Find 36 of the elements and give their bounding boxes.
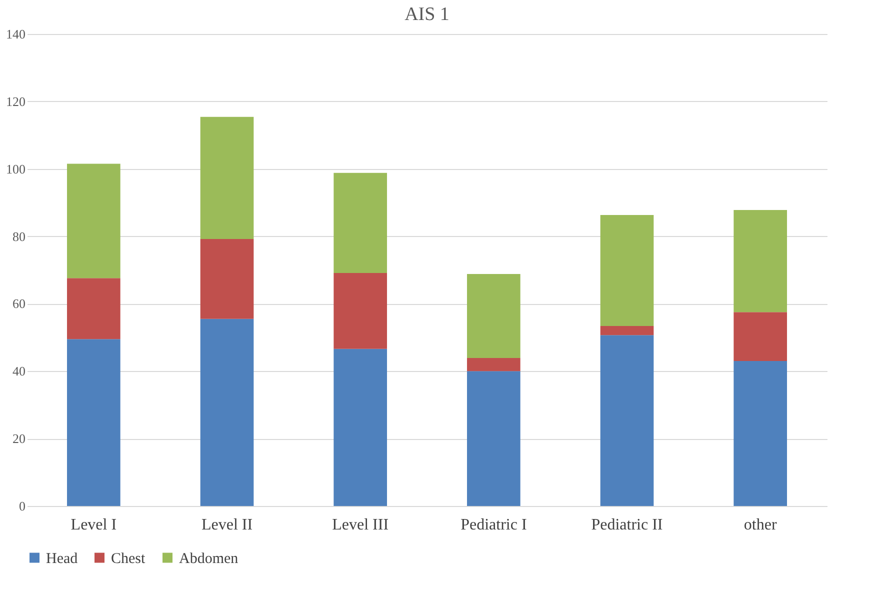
y-tick-label: 140	[6, 26, 26, 42]
bar	[200, 116, 254, 239]
legend-label: Head	[46, 550, 78, 567]
x-tick-label: Level III	[332, 516, 389, 534]
bar	[200, 238, 254, 319]
y-tick-label: 60	[12, 296, 26, 312]
legend-label: Abdomen	[179, 550, 239, 567]
bar	[467, 371, 520, 506]
chart-title: AIS 1	[404, 4, 450, 25]
bar	[734, 312, 787, 362]
y-tick-label: 100	[6, 161, 26, 176]
bar	[67, 164, 120, 278]
x-tick-label: Pediatric I	[460, 516, 527, 534]
bar	[67, 339, 120, 506]
y-tick-label: 80	[12, 228, 26, 244]
x-tick-label: Level II	[201, 516, 253, 534]
y-tick-label: 20	[12, 431, 26, 446]
legend-label: Chest	[111, 550, 146, 567]
bar	[334, 172, 387, 274]
bar	[334, 273, 387, 349]
x-tick-label: other	[744, 516, 778, 534]
y-tick-label: 120	[6, 94, 26, 109]
x-tick-label: Level I	[70, 516, 117, 534]
bar	[734, 361, 787, 506]
y-tick-label: 0	[19, 498, 26, 514]
bar	[600, 215, 654, 326]
bar	[734, 210, 787, 312]
bar	[334, 348, 387, 506]
bar	[67, 278, 120, 340]
bar	[600, 326, 654, 336]
bar	[467, 358, 520, 372]
bar	[200, 318, 254, 506]
bar	[467, 274, 520, 358]
x-tick-label: Pediatric II	[591, 516, 663, 534]
bar	[600, 335, 654, 506]
y-tick-label: 40	[12, 364, 26, 379]
